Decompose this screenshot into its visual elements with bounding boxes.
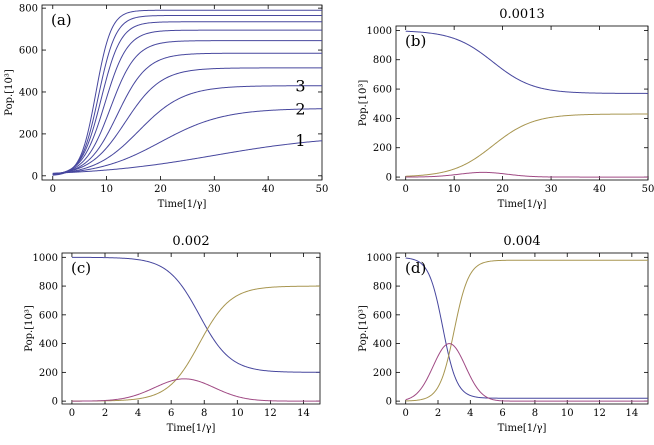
x-tick-label: 14 bbox=[625, 408, 638, 419]
y-axis-label: Pop.[10³] bbox=[358, 305, 369, 352]
series-line-curve-8 bbox=[52, 21, 322, 176]
x-tick-label: 10 bbox=[448, 184, 461, 195]
series-line-tan bbox=[71, 285, 320, 402]
y-tick-label: 1000 bbox=[367, 26, 392, 37]
panel-label: (a) bbox=[51, 11, 72, 29]
y-tick-label: 0 bbox=[386, 397, 392, 408]
chart-panel-a: 0 10 20 30 40 50 0 200 400 600 800 Time[1/γ] Pop.[10… bbox=[4, 4, 328, 210]
x-tick-label: 50 bbox=[642, 184, 654, 195]
y-tick-label: 400 bbox=[39, 339, 58, 350]
y-tick-label: 600 bbox=[373, 310, 392, 321]
x-tick-label: 12 bbox=[264, 408, 277, 419]
y-tick-label: 200 bbox=[373, 368, 392, 379]
x-tick-label: 20 bbox=[154, 184, 167, 195]
x-axis-label: Time[1/γ] bbox=[167, 423, 216, 434]
x-tick-label: 8 bbox=[201, 408, 207, 419]
x-tick-label: 6 bbox=[168, 408, 174, 419]
x-axis-label: Time[1/γ] bbox=[498, 423, 547, 434]
series-line-curve-7 bbox=[52, 29, 322, 175]
y-tick-label: 0 bbox=[52, 397, 58, 408]
x-tick-label: 14 bbox=[297, 408, 310, 419]
series-line-curve-4 bbox=[52, 67, 322, 175]
y-tick-label: 200 bbox=[373, 143, 392, 154]
curve-label: 2 bbox=[295, 100, 305, 119]
y-tick-label: 800 bbox=[39, 282, 58, 293]
x-tick-label: 8 bbox=[532, 408, 538, 419]
y-tick-label: 400 bbox=[373, 339, 392, 350]
y-tick-label: 0 bbox=[32, 171, 38, 182]
y-tick-label: 800 bbox=[19, 4, 38, 15]
y-tick-label: 600 bbox=[39, 310, 58, 321]
x-tick-label: 0 bbox=[69, 408, 75, 419]
series-line-curve-5 bbox=[52, 52, 322, 175]
series-line-tan bbox=[405, 113, 648, 177]
x-tick-label: 50 bbox=[316, 184, 329, 195]
y-tick-label: 1000 bbox=[33, 253, 58, 264]
chart-title: 0.0013 bbox=[499, 7, 545, 22]
y-axis-label: Pop.[10³] bbox=[358, 80, 369, 127]
series-line-blue bbox=[405, 257, 648, 399]
y-tick-label: 1000 bbox=[367, 253, 392, 264]
panel-label: (b) bbox=[405, 32, 426, 50]
y-tick-label: 800 bbox=[373, 55, 392, 66]
curve-label: 3 bbox=[295, 77, 305, 96]
x-tick-label: 10 bbox=[561, 408, 574, 419]
y-tick-label: 400 bbox=[19, 87, 38, 98]
series-line-magenta bbox=[71, 378, 320, 402]
panel-label: (d) bbox=[405, 259, 426, 277]
x-tick-label: 2 bbox=[102, 408, 108, 419]
x-tick-label: 10 bbox=[231, 408, 244, 419]
series-line-curve-6 bbox=[52, 40, 322, 175]
series-line-magenta bbox=[405, 343, 648, 402]
x-tick-label: 12 bbox=[593, 408, 606, 419]
x-axis-label: Time[1/γ] bbox=[158, 199, 207, 210]
x-tick-label: 30 bbox=[545, 184, 558, 195]
x-tick-label: 4 bbox=[467, 408, 473, 419]
series-line-curve-9 bbox=[52, 14, 322, 176]
plot-frame bbox=[41, 4, 323, 181]
series-line-blue bbox=[71, 256, 321, 373]
y-tick-label: 400 bbox=[373, 114, 392, 125]
series-line-curve-10 bbox=[52, 9, 322, 176]
x-tick-label: 20 bbox=[496, 184, 509, 195]
x-axis-label: Time[1/γ] bbox=[498, 199, 547, 210]
series-line-curve-1 bbox=[52, 140, 323, 174]
y-tick-label: 600 bbox=[19, 46, 38, 57]
plot-frame bbox=[61, 252, 321, 405]
y-tick-label: 600 bbox=[373, 85, 392, 96]
series-line-curve-2 bbox=[52, 108, 323, 175]
series-line-curve-3 bbox=[52, 85, 323, 175]
y-tick-label: 200 bbox=[39, 368, 58, 379]
chart-panel-b: 0 10 20 30 40 50 0 200 400 600 800 1000 Time[1/γ] Pop… bbox=[358, 7, 654, 210]
x-tick-label: 30 bbox=[208, 184, 221, 195]
y-tick-label: 200 bbox=[19, 129, 38, 140]
curve-label: 1 bbox=[295, 131, 305, 150]
y-axis-label: Pop.[10³] bbox=[24, 305, 35, 352]
chart-panel-d: 0 2 4 6 8 10 12 14 0 200 400 600 800 1000 Time[1/γ] Pop… bbox=[358, 234, 649, 434]
x-tick-label: 6 bbox=[499, 408, 505, 419]
plot-frame bbox=[395, 252, 649, 405]
y-tick-label: 800 bbox=[373, 282, 392, 293]
y-axis-label: Pop.[10³] bbox=[4, 69, 15, 116]
y-tick-label: 0 bbox=[386, 173, 392, 184]
chart-title: 0.002 bbox=[172, 234, 209, 249]
chart-panel-c: 0 2 4 6 8 10 12 14 0 200 400 600 800 1000 Time[1/γ] Pop… bbox=[24, 234, 321, 434]
series-line-magenta bbox=[405, 171, 648, 178]
series-line-tan bbox=[405, 259, 648, 402]
chart-title: 0.004 bbox=[503, 234, 540, 249]
x-tick-label: 4 bbox=[135, 408, 141, 419]
x-tick-label: 0 bbox=[403, 408, 409, 419]
x-tick-label: 40 bbox=[593, 184, 606, 195]
x-tick-label: 10 bbox=[100, 184, 113, 195]
x-tick-label: 0 bbox=[403, 184, 409, 195]
panel-label: (c) bbox=[71, 259, 91, 277]
x-tick-label: 0 bbox=[50, 184, 56, 195]
plot-frame bbox=[395, 25, 649, 181]
series-line-blue bbox=[405, 30, 648, 94]
x-tick-label: 2 bbox=[435, 408, 441, 419]
x-tick-label: 40 bbox=[262, 184, 275, 195]
